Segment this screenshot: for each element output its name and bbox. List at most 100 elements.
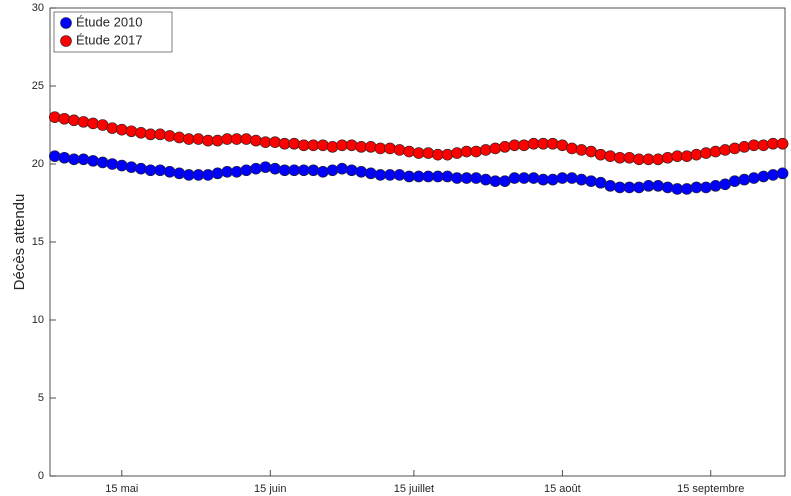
point xyxy=(240,133,253,145)
point xyxy=(479,144,492,156)
y-tick-label: 5 xyxy=(38,392,44,404)
point xyxy=(681,183,693,195)
x-tick-label: 15 août xyxy=(544,483,581,495)
point xyxy=(307,164,320,177)
point xyxy=(681,150,693,162)
x-tick-label: 15 juin xyxy=(254,483,286,495)
point xyxy=(585,175,597,187)
point xyxy=(499,141,511,153)
point xyxy=(77,116,90,128)
y-tick-label: 15 xyxy=(32,236,44,248)
point xyxy=(728,175,741,187)
point xyxy=(700,181,712,194)
legend-marker xyxy=(60,35,72,47)
point xyxy=(422,147,435,159)
point xyxy=(154,128,166,141)
point xyxy=(125,125,138,138)
point xyxy=(527,172,540,184)
y-axis-label: Décès attendu xyxy=(11,194,28,291)
point xyxy=(441,148,454,161)
point xyxy=(623,151,636,164)
point xyxy=(202,169,214,181)
point xyxy=(661,151,674,164)
point xyxy=(479,173,492,186)
point xyxy=(633,181,645,194)
point xyxy=(393,144,406,156)
point xyxy=(269,136,281,148)
point xyxy=(776,167,789,180)
point xyxy=(546,173,559,186)
point xyxy=(48,150,61,162)
point xyxy=(192,133,205,145)
point xyxy=(604,180,617,192)
point xyxy=(259,161,272,173)
x-tick-label: 15 juillet xyxy=(394,483,434,495)
point xyxy=(546,137,559,150)
series xyxy=(48,150,789,195)
point xyxy=(690,148,703,161)
point xyxy=(58,112,71,125)
point xyxy=(594,148,607,161)
point xyxy=(365,167,377,180)
point xyxy=(575,173,588,186)
point xyxy=(135,162,147,175)
y-tick-label: 30 xyxy=(32,2,44,14)
point xyxy=(652,153,664,166)
point xyxy=(116,123,128,136)
point xyxy=(154,164,166,177)
point xyxy=(470,145,482,158)
point xyxy=(489,142,502,155)
point xyxy=(240,164,253,177)
point xyxy=(566,172,578,184)
point xyxy=(575,144,588,156)
y-tick-label: 10 xyxy=(32,314,44,326)
point xyxy=(48,111,61,123)
point xyxy=(326,141,339,153)
legend-label: Étude 2017 xyxy=(76,32,143,47)
point xyxy=(288,137,301,150)
legend-box xyxy=(53,11,173,53)
plot-area xyxy=(49,7,786,477)
point xyxy=(106,122,119,134)
point xyxy=(250,162,262,175)
point xyxy=(748,172,760,184)
legend: Étude 2010 Étude 2017 xyxy=(53,11,173,53)
point xyxy=(211,167,224,180)
point xyxy=(738,173,751,186)
point xyxy=(566,142,578,155)
point xyxy=(709,145,722,158)
point xyxy=(230,166,243,178)
point xyxy=(345,164,358,177)
point xyxy=(125,161,138,173)
point xyxy=(355,166,368,178)
point xyxy=(106,158,119,170)
point xyxy=(738,141,751,153)
point xyxy=(403,145,415,158)
point xyxy=(709,180,722,192)
point xyxy=(470,172,482,184)
point xyxy=(250,134,262,147)
point xyxy=(173,167,186,180)
point xyxy=(336,162,348,175)
point xyxy=(163,130,176,142)
point xyxy=(269,162,281,175)
point xyxy=(317,139,329,152)
point xyxy=(77,153,90,166)
point xyxy=(757,139,770,152)
point xyxy=(719,144,731,156)
point xyxy=(661,181,674,194)
point xyxy=(757,170,770,183)
point xyxy=(767,169,779,181)
series xyxy=(48,111,789,166)
point xyxy=(728,142,741,155)
legend-label: Étude 2010 xyxy=(76,14,143,29)
point xyxy=(451,147,463,159)
point xyxy=(345,139,358,152)
point xyxy=(58,151,71,164)
legend-marker xyxy=(60,17,72,29)
y-tick-label: 0 xyxy=(38,470,44,482)
point xyxy=(652,180,664,192)
point xyxy=(135,127,147,139)
x-tick-label: 15 septembre xyxy=(677,483,744,495)
